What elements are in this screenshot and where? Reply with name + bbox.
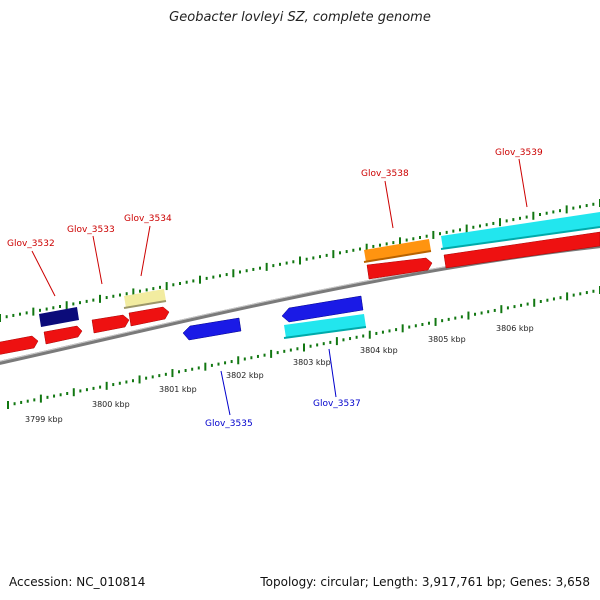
leader-line (31, 250, 56, 297)
tick-track-inner (7, 286, 600, 409)
scale-label: 3802 kbp (226, 371, 264, 380)
cds-arrow[interactable] (366, 257, 433, 280)
scale-label: 3800 kbp (92, 400, 130, 409)
gene-block-orange[interactable] (364, 239, 431, 262)
gene-block-cyan[interactable] (441, 212, 600, 249)
cds-arrow-reverse[interactable] (182, 317, 242, 341)
leader-line (220, 370, 231, 416)
cds-arrow[interactable] (91, 314, 130, 334)
scale-labels: 3799 kbp 3800 kbp 3801 kbp 3802 kbp 3803… (25, 324, 534, 424)
gene-block-edge (123, 300, 167, 309)
gene-label[interactable]: Glov_3534 (124, 214, 172, 224)
leader-line (140, 225, 151, 277)
cds-arrow[interactable] (443, 231, 600, 269)
leader-lines (31, 158, 528, 416)
feature-blocks (39, 212, 600, 327)
cds-arrow[interactable] (128, 306, 170, 327)
gene-block-edge (440, 226, 600, 250)
scale-label: 3806 kbp (496, 324, 534, 333)
gene-block-edge (283, 326, 367, 339)
cds-arrow[interactable] (0, 335, 39, 355)
gene-label[interactable]: Glov_3539 (495, 148, 543, 158)
scale-label: 3805 kbp (428, 335, 466, 344)
scale-label: 3804 kbp (360, 346, 398, 355)
gene-block-edge (363, 250, 432, 263)
map-title: Geobacter lovleyi SZ, complete genome (169, 10, 431, 25)
gene-block-navy[interactable] (39, 307, 79, 327)
gene-labels: Glov_3532 Glov_3533 Glov_3534 Glov_3535 … (7, 148, 543, 429)
scale-label: 3801 kbp (159, 385, 197, 394)
genome-summary: Topology: circular; Length: 3,917,761 bp… (260, 575, 590, 589)
gene-block-cyan[interactable] (284, 314, 366, 338)
gene-label[interactable]: Glov_3538 (361, 169, 409, 179)
cds-reverse-track (182, 295, 367, 341)
cds-forward-track (0, 231, 600, 355)
cds-arrow[interactable] (43, 325, 83, 345)
gene-label[interactable]: Glov_3532 (7, 239, 55, 249)
scale-label: 3799 kbp (25, 415, 63, 424)
leader-line (384, 180, 394, 229)
scale-label: 3803 kbp (293, 358, 331, 367)
leader-line (92, 235, 103, 285)
leader-line (518, 158, 528, 208)
gene-label[interactable]: Glov_3535 (205, 419, 253, 429)
cds-arrow-reverse[interactable] (281, 295, 364, 323)
tick-track-outer (0, 199, 600, 322)
accession-label: Accession: NC_010814 (9, 575, 146, 589)
gene-label[interactable]: Glov_3537 (313, 399, 361, 409)
gene-label[interactable]: Glov_3533 (67, 225, 115, 235)
leader-line (328, 348, 337, 398)
gene-block-pale-yellow[interactable] (124, 289, 166, 308)
